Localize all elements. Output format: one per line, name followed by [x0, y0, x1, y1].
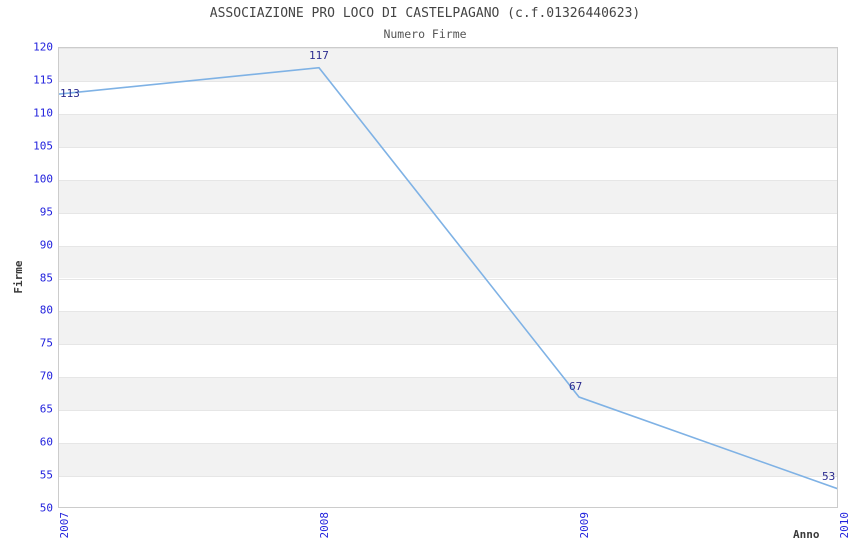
y-tick-label: 85	[39, 271, 53, 284]
y-tick-label: 70	[39, 369, 53, 383]
point-value-label: 117	[309, 48, 329, 62]
gridline	[59, 279, 837, 280]
point-value-label: 53	[822, 470, 836, 484]
y-tick-label: 100	[33, 172, 53, 186]
band	[59, 311, 837, 345]
y-tick-label: 50	[39, 501, 53, 515]
x-tick-label: 2007	[58, 512, 71, 539]
gridline	[59, 377, 837, 378]
x-tick-label: 2010	[838, 512, 850, 539]
chart-title: ASSOCIAZIONE PRO LOCO DI CASTELPAGANO (c…	[209, 6, 641, 21]
gridline	[59, 443, 837, 444]
gridline	[59, 180, 837, 181]
gridline	[59, 114, 837, 115]
band	[59, 377, 837, 411]
gridline	[59, 246, 837, 247]
band	[59, 48, 837, 81]
series-line	[59, 66, 837, 490]
gridline	[59, 344, 837, 345]
x-axis-tick-labels: 2007 2008 2009 2010	[58, 512, 850, 552]
gridline	[59, 476, 837, 477]
gridline	[59, 147, 837, 148]
y-axis-tick-labels: 50 55 60 65 70 75 80 85 90 95 100 105 110 115 120	[8, 41, 53, 515]
gridline	[59, 311, 837, 312]
y-tick-label: 60	[39, 435, 53, 449]
gridline	[59, 410, 837, 411]
y-tick-label: 90	[39, 238, 53, 252]
y-tick-label: 115	[33, 73, 53, 87]
y-tick-label: 110	[33, 106, 53, 120]
band	[59, 113, 837, 147]
x-tick-label: 2008	[318, 512, 331, 539]
band	[59, 245, 837, 279]
y-tick-label: 120	[33, 40, 53, 54]
y-tick-label: 75	[39, 336, 53, 350]
y-tick-label: 80	[39, 303, 53, 317]
plot-area	[58, 47, 838, 508]
x-axis-title: Anno	[793, 528, 820, 541]
y-tick-label: 105	[33, 139, 53, 153]
y-tick-label: 55	[39, 468, 53, 482]
point-value-label: 67	[569, 380, 583, 394]
y-tick-label: 95	[39, 205, 53, 219]
gridline	[59, 213, 837, 214]
band	[59, 179, 837, 213]
point-value-label: 113	[60, 87, 80, 101]
gridline	[59, 81, 837, 82]
series-polyline	[59, 66, 837, 490]
gridline	[59, 48, 837, 49]
y-tick-label: 65	[39, 402, 53, 416]
x-tick-label: 2009	[578, 512, 591, 539]
chart-subtitle: Numero Firme	[383, 27, 467, 41]
band	[59, 443, 837, 477]
